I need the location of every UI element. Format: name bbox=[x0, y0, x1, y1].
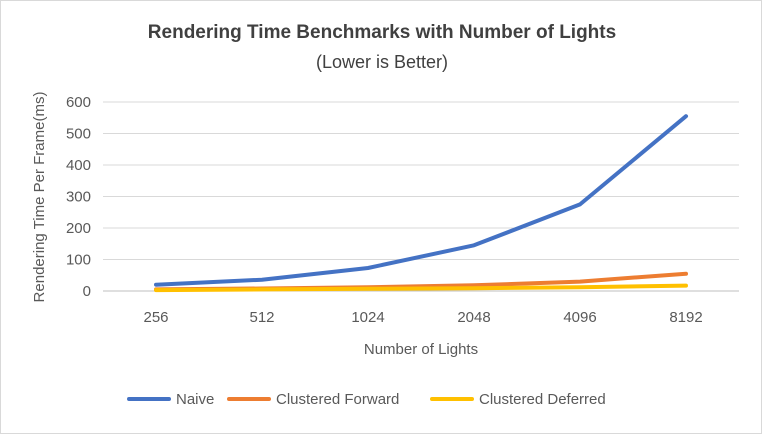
y-tick-label: 600 bbox=[66, 94, 91, 111]
y-tick-label: 200 bbox=[66, 220, 91, 237]
y-axis-ticks: 0 100 200 300 400 500 600 bbox=[66, 94, 91, 300]
chart-title: Rendering Time Benchmarks with Number of… bbox=[148, 22, 616, 43]
legend-label-naive: Naive bbox=[176, 391, 214, 408]
x-tick-label: 512 bbox=[249, 309, 274, 326]
gridlines bbox=[103, 101, 739, 292]
x-axis-ticks: 256 512 1024 2048 4096 8192 bbox=[143, 309, 702, 326]
series-line-clustered-deferred bbox=[154, 283, 688, 293]
y-tick-label: 400 bbox=[66, 157, 91, 174]
y-tick-label: 100 bbox=[66, 252, 91, 269]
x-tick-label: 4096 bbox=[563, 309, 596, 326]
y-tick-label: 0 bbox=[83, 283, 91, 300]
y-axis-label: Rendering Time Per Frame(ms) bbox=[31, 92, 48, 303]
y-tick-label: 300 bbox=[66, 189, 91, 206]
series-line-naive bbox=[154, 114, 688, 287]
chart-subtitle: (Lower is Better) bbox=[316, 52, 448, 72]
y-tick-label: 500 bbox=[66, 126, 91, 143]
series-lines bbox=[154, 114, 688, 293]
x-tick-label: 256 bbox=[143, 309, 168, 326]
legend: Naive Clustered Forward Clustered Deferred bbox=[127, 391, 606, 408]
x-axis-label: Number of Lights bbox=[364, 341, 478, 358]
x-tick-label: 1024 bbox=[351, 309, 384, 326]
legend-label-clustered-deferred: Clustered Deferred bbox=[479, 391, 606, 408]
legend-label-clustered-forward: Clustered Forward bbox=[276, 391, 399, 408]
x-tick-label: 2048 bbox=[457, 309, 490, 326]
x-tick-label: 8192 bbox=[669, 309, 702, 326]
